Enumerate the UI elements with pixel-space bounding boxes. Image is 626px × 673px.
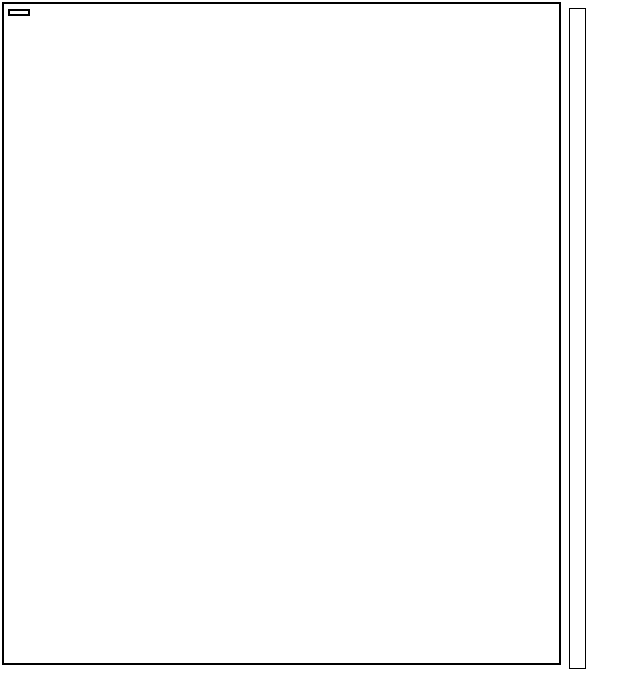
colorbar-gradient — [570, 9, 585, 668]
colorbar — [569, 8, 586, 669]
timestamp-label — [8, 9, 30, 16]
radar-map — [2, 2, 561, 665]
radar-map-canvas — [4, 4, 559, 663]
